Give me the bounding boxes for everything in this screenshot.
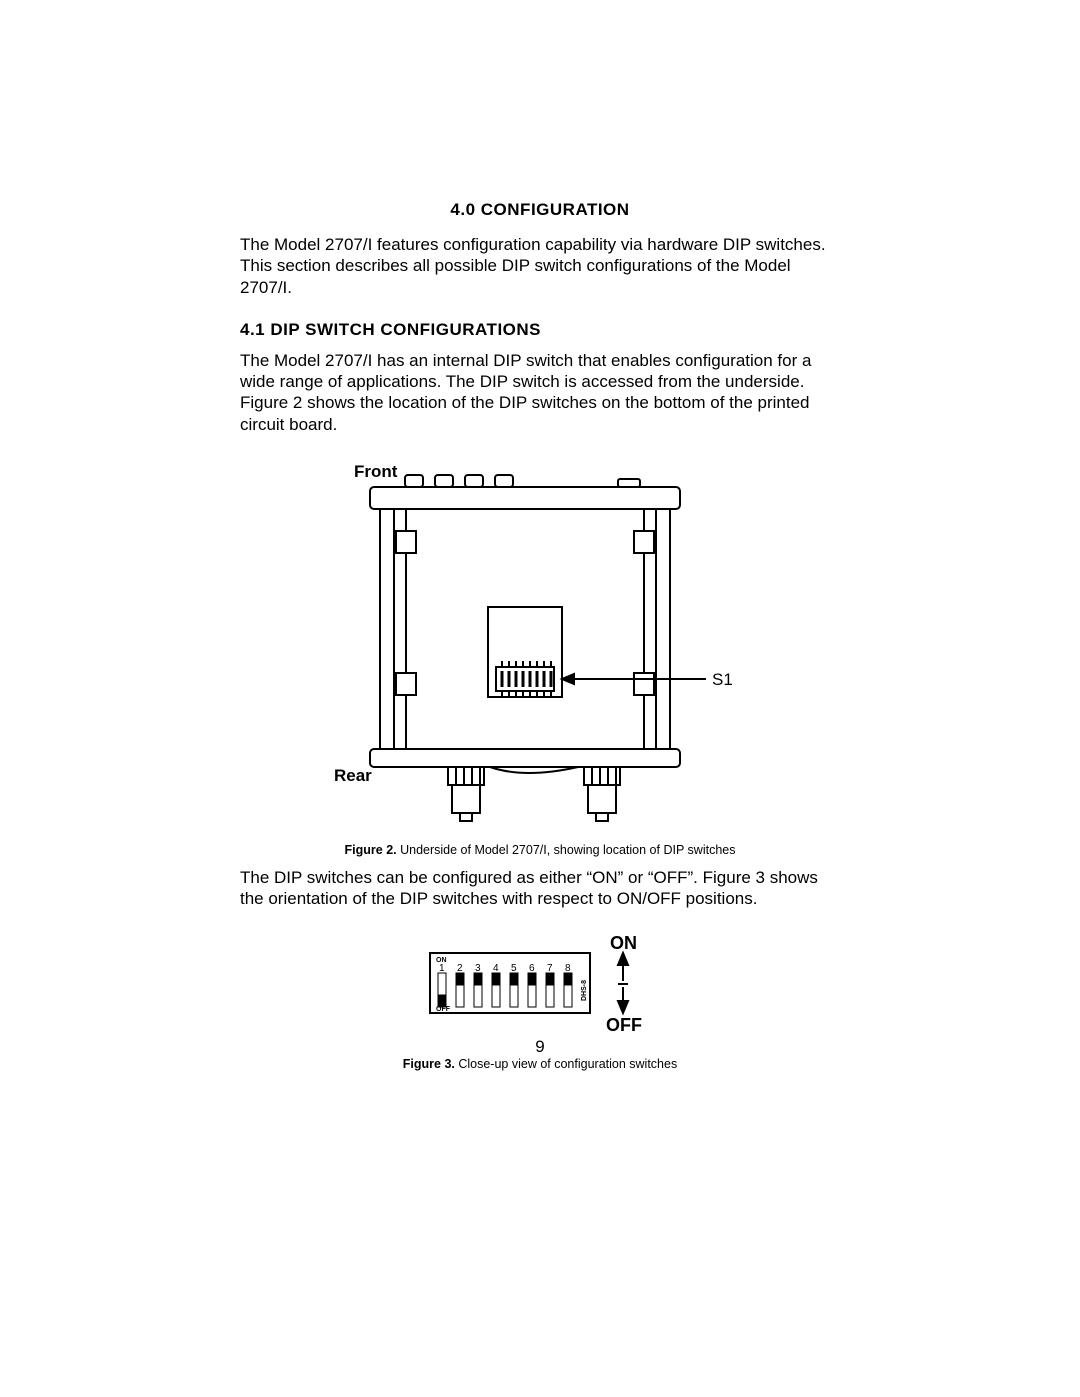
figure-2-caption-bold: Figure 2.: [345, 843, 397, 857]
figure-3-switch-number: 1: [439, 963, 445, 974]
figure-3-switch-number: 5: [511, 963, 517, 974]
figure-3-container: ON OFF ON OFF DHS-8 12345678: [240, 931, 840, 1051]
figure-3-switch-number: 7: [547, 963, 553, 974]
figure-3-switch-number: 8: [565, 963, 571, 974]
figure-2-label-s1: S1: [712, 670, 733, 689]
figure-2-container: Front S1 Rear: [240, 457, 840, 837]
figure-3-switch-number: 2: [457, 963, 463, 974]
figure-3-switch-number: 6: [529, 963, 535, 974]
figure-3-side-text: DHS-8: [581, 980, 588, 1001]
figure-2-diagram: Front S1 Rear: [310, 457, 770, 837]
subsection-paragraph-2: The DIP switches can be configured as ei…: [240, 867, 840, 910]
figure-2-caption-text: Underside of Model 2707/I, showing locat…: [397, 843, 736, 857]
subsection-title: 4.1 DIP SWITCH CONFIGURATIONS: [240, 320, 840, 340]
subsection-paragraph-1: The Model 2707/I has an internal DIP swi…: [240, 350, 840, 435]
section-title: 4.0 CONFIGURATION: [240, 200, 840, 220]
document-page: 4.0 CONFIGURATION The Model 2707/I featu…: [0, 0, 1080, 1397]
page-number: 9: [0, 1037, 1080, 1057]
figure-3-label-on: ON: [610, 933, 637, 953]
figure-2-label-front: Front: [354, 462, 398, 481]
figure-3-diagram: ON OFF ON OFF DHS-8 12345678: [410, 931, 670, 1051]
figure-3-switch-number: 4: [493, 963, 499, 974]
figure-2-caption: Figure 2. Underside of Model 2707/I, sho…: [240, 843, 840, 857]
figure-3-label-off: OFF: [606, 1015, 642, 1035]
figure-3-caption: Figure 3. Close-up view of configuration…: [240, 1057, 840, 1071]
figure-3-caption-text: Close-up view of configuration switches: [455, 1057, 677, 1071]
section-intro-paragraph: The Model 2707/I features configuration …: [240, 234, 840, 298]
figure-2-label-rear: Rear: [334, 766, 372, 785]
figure-3-switch-number: 3: [475, 963, 481, 974]
figure-3-caption-bold: Figure 3.: [403, 1057, 455, 1071]
